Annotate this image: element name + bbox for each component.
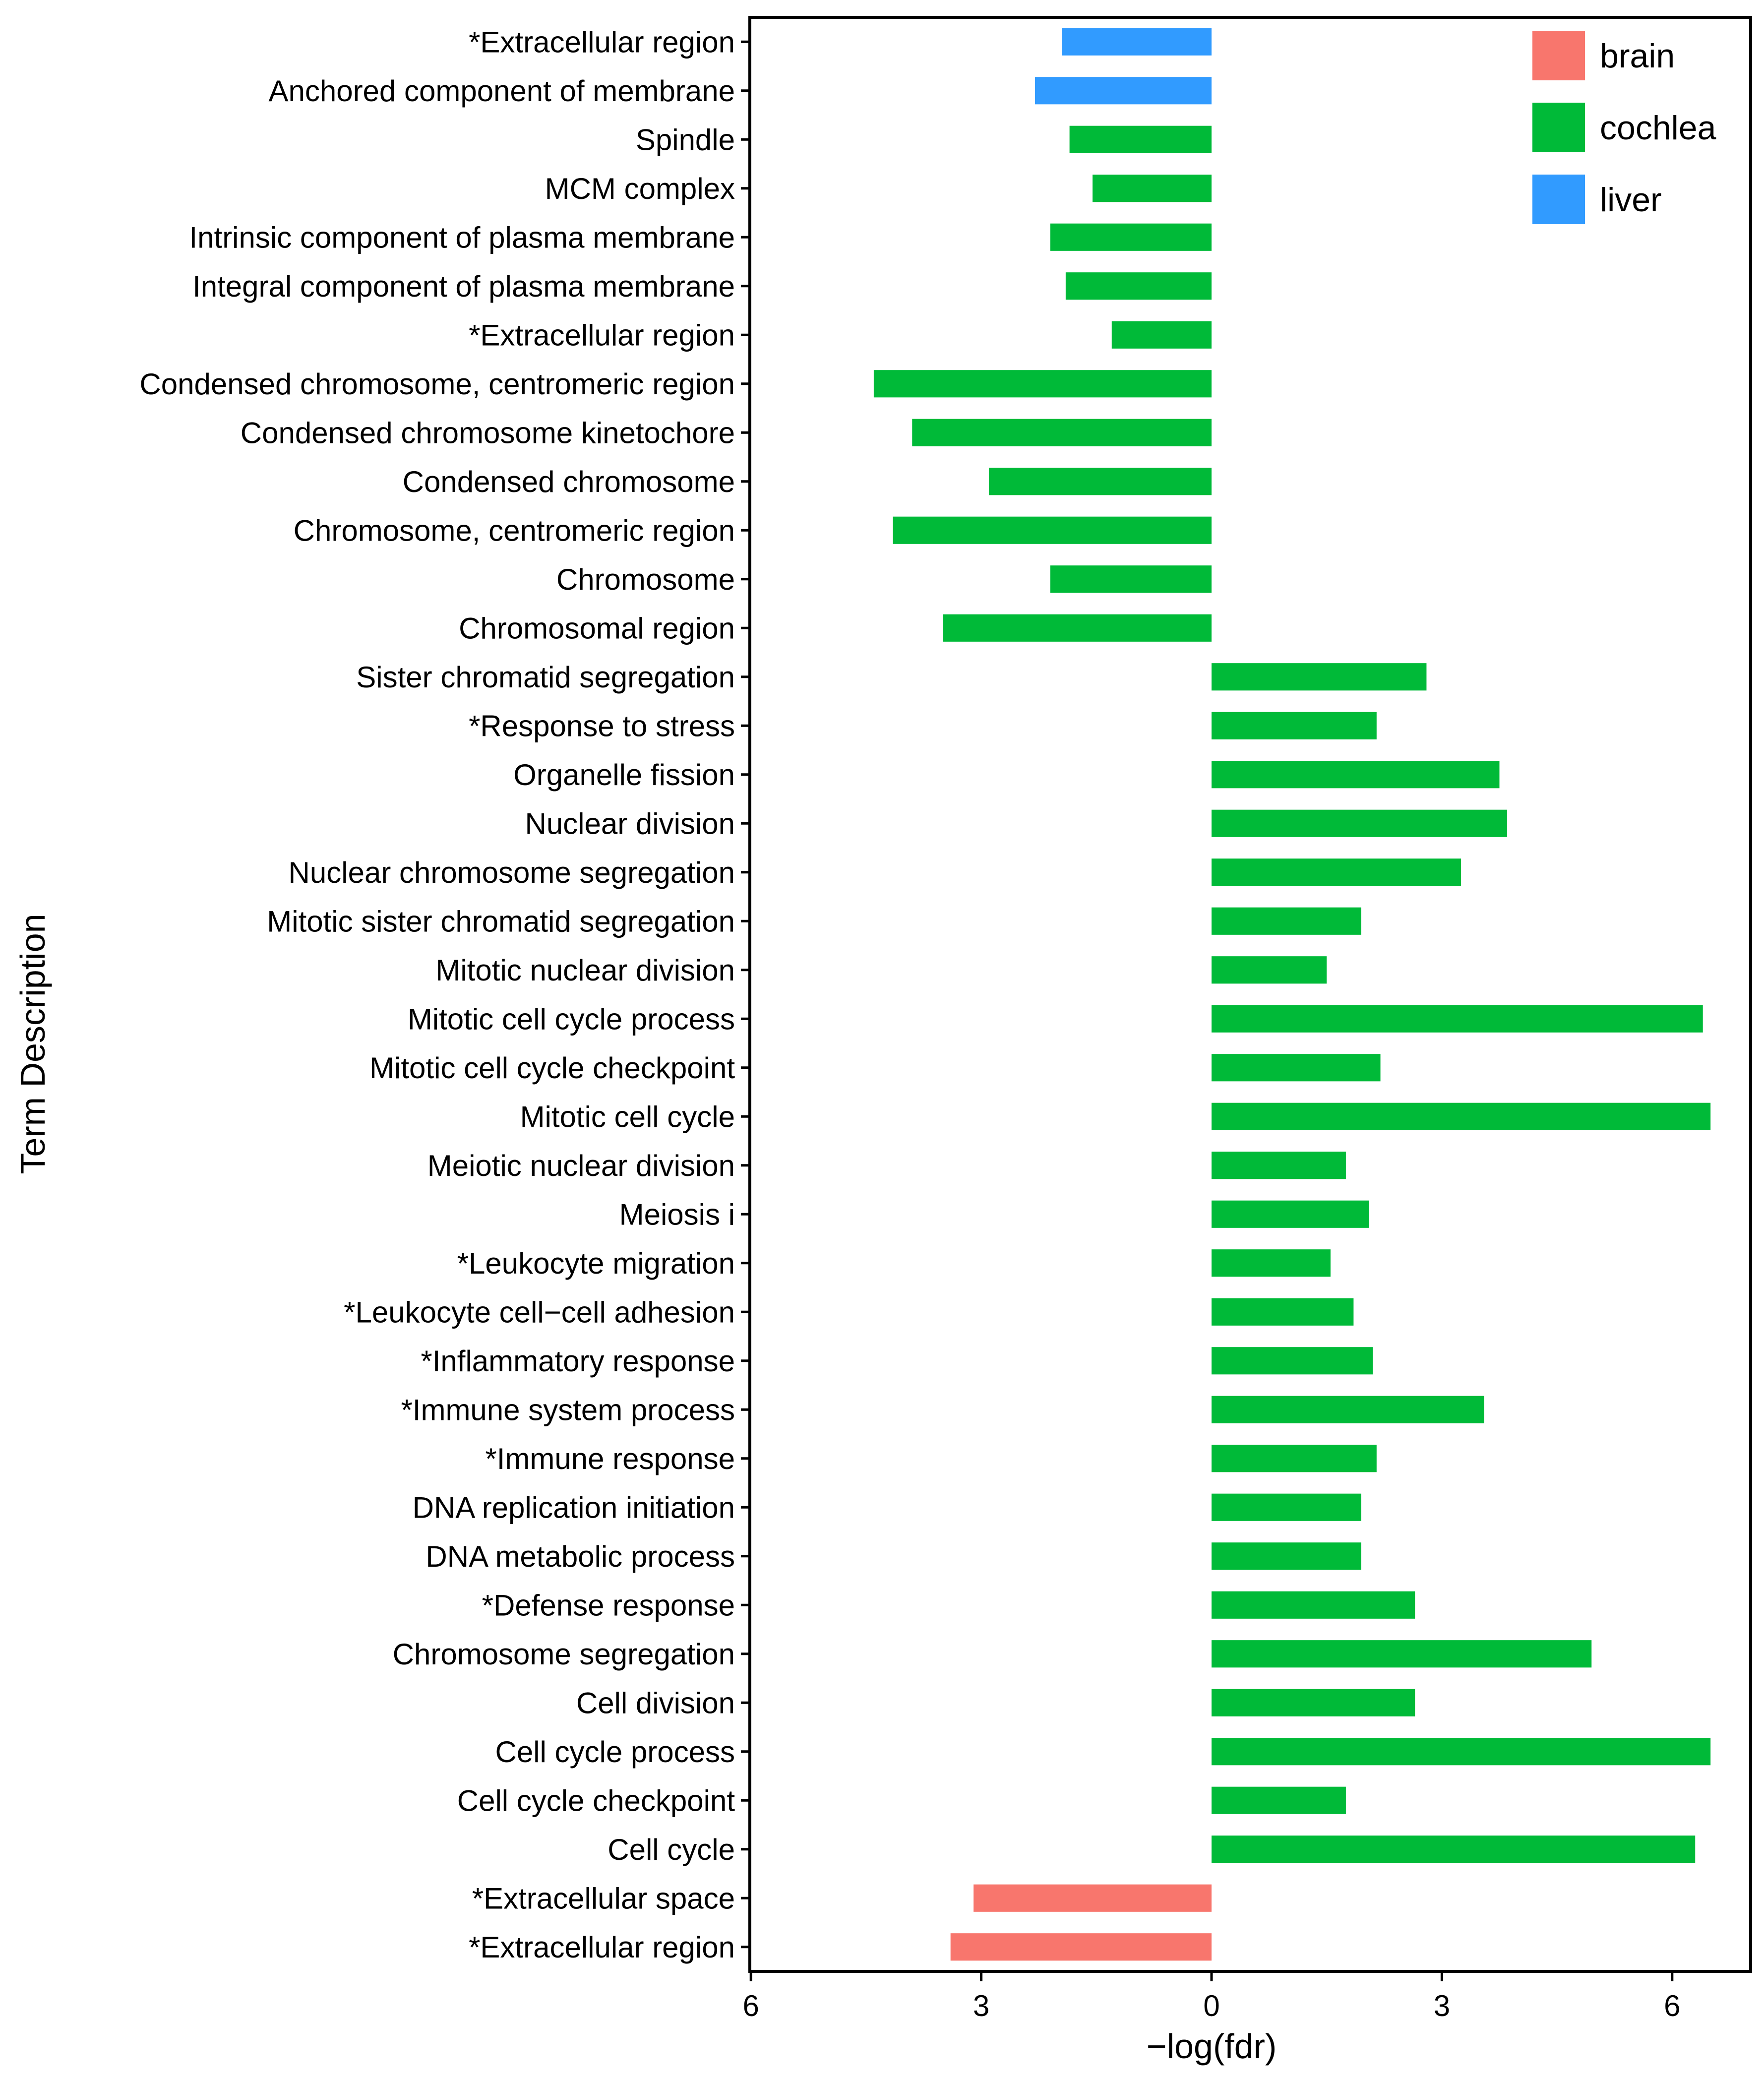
y-tick-label: Intrinsic component of plasma membrane	[189, 221, 735, 254]
y-tick-label: *Leukocyte migration	[457, 1247, 735, 1280]
bar	[950, 1933, 1212, 1961]
legend-label-cochlea: cochlea	[1600, 109, 1716, 147]
bars-layer	[873, 28, 1711, 1961]
bar	[1212, 1298, 1354, 1326]
bar	[1212, 1689, 1415, 1716]
bar	[1212, 1005, 1703, 1033]
x-tick-label: 3	[1434, 1989, 1450, 2022]
y-tick-label: *Extracellular space	[472, 1882, 735, 1915]
bar	[912, 419, 1212, 446]
y-tick-label: Mitotic sister chromatid segregation	[267, 905, 735, 938]
y-tick-label: DNA metabolic process	[426, 1540, 735, 1573]
y-tick-label: *Extracellular region	[469, 25, 735, 59]
bar	[1212, 1835, 1696, 1863]
y-tick-layer: *Extracellular region Anchored component …	[139, 25, 750, 1964]
y-tick-label: Cell division	[576, 1686, 735, 1719]
y-tick-label: Mitotic cell cycle	[520, 1100, 735, 1133]
bar	[873, 370, 1212, 398]
y-tick-label: Condensed chromosome	[403, 465, 735, 498]
y-tick-label: Mitotic nuclear division	[435, 954, 735, 987]
y-tick-label: *Leukocyte cell−cell adhesion	[344, 1295, 735, 1329]
y-tick-label: Chromosome	[556, 563, 735, 596]
bar	[1212, 1542, 1361, 1570]
bar	[893, 516, 1212, 544]
legend-swatch-brain	[1532, 31, 1585, 80]
y-tick-label: *Immune response	[485, 1442, 735, 1475]
y-tick-label: Meiotic nuclear division	[427, 1149, 735, 1182]
y-tick-label: Cell cycle	[608, 1833, 735, 1866]
y-tick-label: Nuclear division	[525, 807, 735, 840]
y-tick-label: Cell cycle process	[495, 1735, 735, 1769]
y-tick-label: Cell cycle checkpoint	[457, 1784, 735, 1817]
bar	[1212, 1445, 1377, 1472]
bar	[1212, 1493, 1361, 1521]
y-tick-label: Organelle fission	[513, 758, 735, 792]
bar	[1212, 663, 1427, 691]
bar	[1062, 28, 1212, 56]
bar	[1212, 1786, 1346, 1814]
bar	[973, 1884, 1212, 1912]
x-tick-label: 6	[743, 1989, 759, 2022]
y-tick-label: Mitotic cell cycle checkpoint	[369, 1051, 735, 1085]
y-tick-label: *Defense response	[482, 1589, 735, 1622]
y-tick-label: *Response to stress	[469, 709, 735, 742]
bar	[1212, 907, 1361, 935]
bar	[943, 614, 1212, 642]
bar	[1111, 321, 1212, 349]
y-axis-title: Term Description	[13, 914, 52, 1174]
y-tick-label: Chromosome segregation	[393, 1638, 735, 1671]
bar	[1212, 1054, 1381, 1082]
y-tick-label: Nuclear chromosome segregation	[289, 856, 735, 889]
x-tick-layer: 6 3 0 3 6	[743, 1971, 1680, 2022]
y-tick-label: *Inflammatory response	[421, 1345, 735, 1378]
y-tick-label: Condensed chromosome, centromeric region	[139, 367, 735, 401]
bar	[1050, 565, 1212, 593]
bar	[1212, 712, 1377, 739]
y-tick-label: Integral component of plasma membrane	[192, 270, 735, 303]
x-axis-title: −log(fdr)	[1147, 2027, 1277, 2066]
legend-swatch-liver	[1532, 175, 1585, 224]
y-tick-label: Spindle	[636, 123, 735, 156]
bar	[1212, 1102, 1711, 1130]
bar	[1212, 809, 1507, 837]
bar	[1212, 761, 1500, 789]
bar	[1212, 1347, 1373, 1375]
y-tick-label: Chromosomal region	[459, 611, 735, 645]
bar	[1212, 1396, 1484, 1423]
bar	[1212, 1640, 1592, 1668]
y-tick-label: Sister chromatid segregation	[356, 661, 735, 694]
bar	[1093, 175, 1212, 202]
bar	[989, 468, 1212, 495]
bar	[1212, 956, 1327, 984]
legend-swatch-cochlea	[1532, 103, 1585, 152]
bar	[1212, 1200, 1369, 1228]
y-tick-label: Chromosome, centromeric region	[294, 514, 735, 547]
y-tick-label: *Extracellular region	[469, 1931, 735, 1964]
x-tick-label: 3	[973, 1989, 989, 2022]
bar	[1050, 223, 1212, 251]
legend: brain cochlea liver	[1532, 31, 1716, 224]
plot-frame	[748, 16, 1752, 1973]
bar	[1069, 125, 1212, 153]
y-tick-label: Anchored component of membrane	[268, 74, 735, 108]
bar	[1212, 1738, 1711, 1766]
bar	[1212, 858, 1461, 886]
bar	[1034, 77, 1212, 105]
bar	[1212, 1591, 1415, 1619]
y-tick-label: Mitotic cell cycle process	[408, 1002, 735, 1036]
y-tick-label: DNA replication initiation	[413, 1491, 735, 1524]
x-tick-label: 0	[1203, 1989, 1219, 2022]
y-tick-label: Meiosis i	[619, 1198, 735, 1231]
y-tick-label: MCM complex	[545, 172, 735, 205]
bar	[1065, 272, 1212, 300]
bar	[1212, 1249, 1331, 1277]
x-tick-label: 6	[1664, 1989, 1680, 2022]
bar	[1212, 1152, 1346, 1179]
legend-label-liver: liver	[1600, 181, 1662, 219]
y-tick-label: *Immune system process	[401, 1393, 735, 1426]
y-tick-label: *Extracellular region	[469, 318, 735, 352]
legend-label-brain: brain	[1600, 37, 1675, 75]
y-tick-label: Condensed chromosome kinetochore	[241, 416, 735, 449]
